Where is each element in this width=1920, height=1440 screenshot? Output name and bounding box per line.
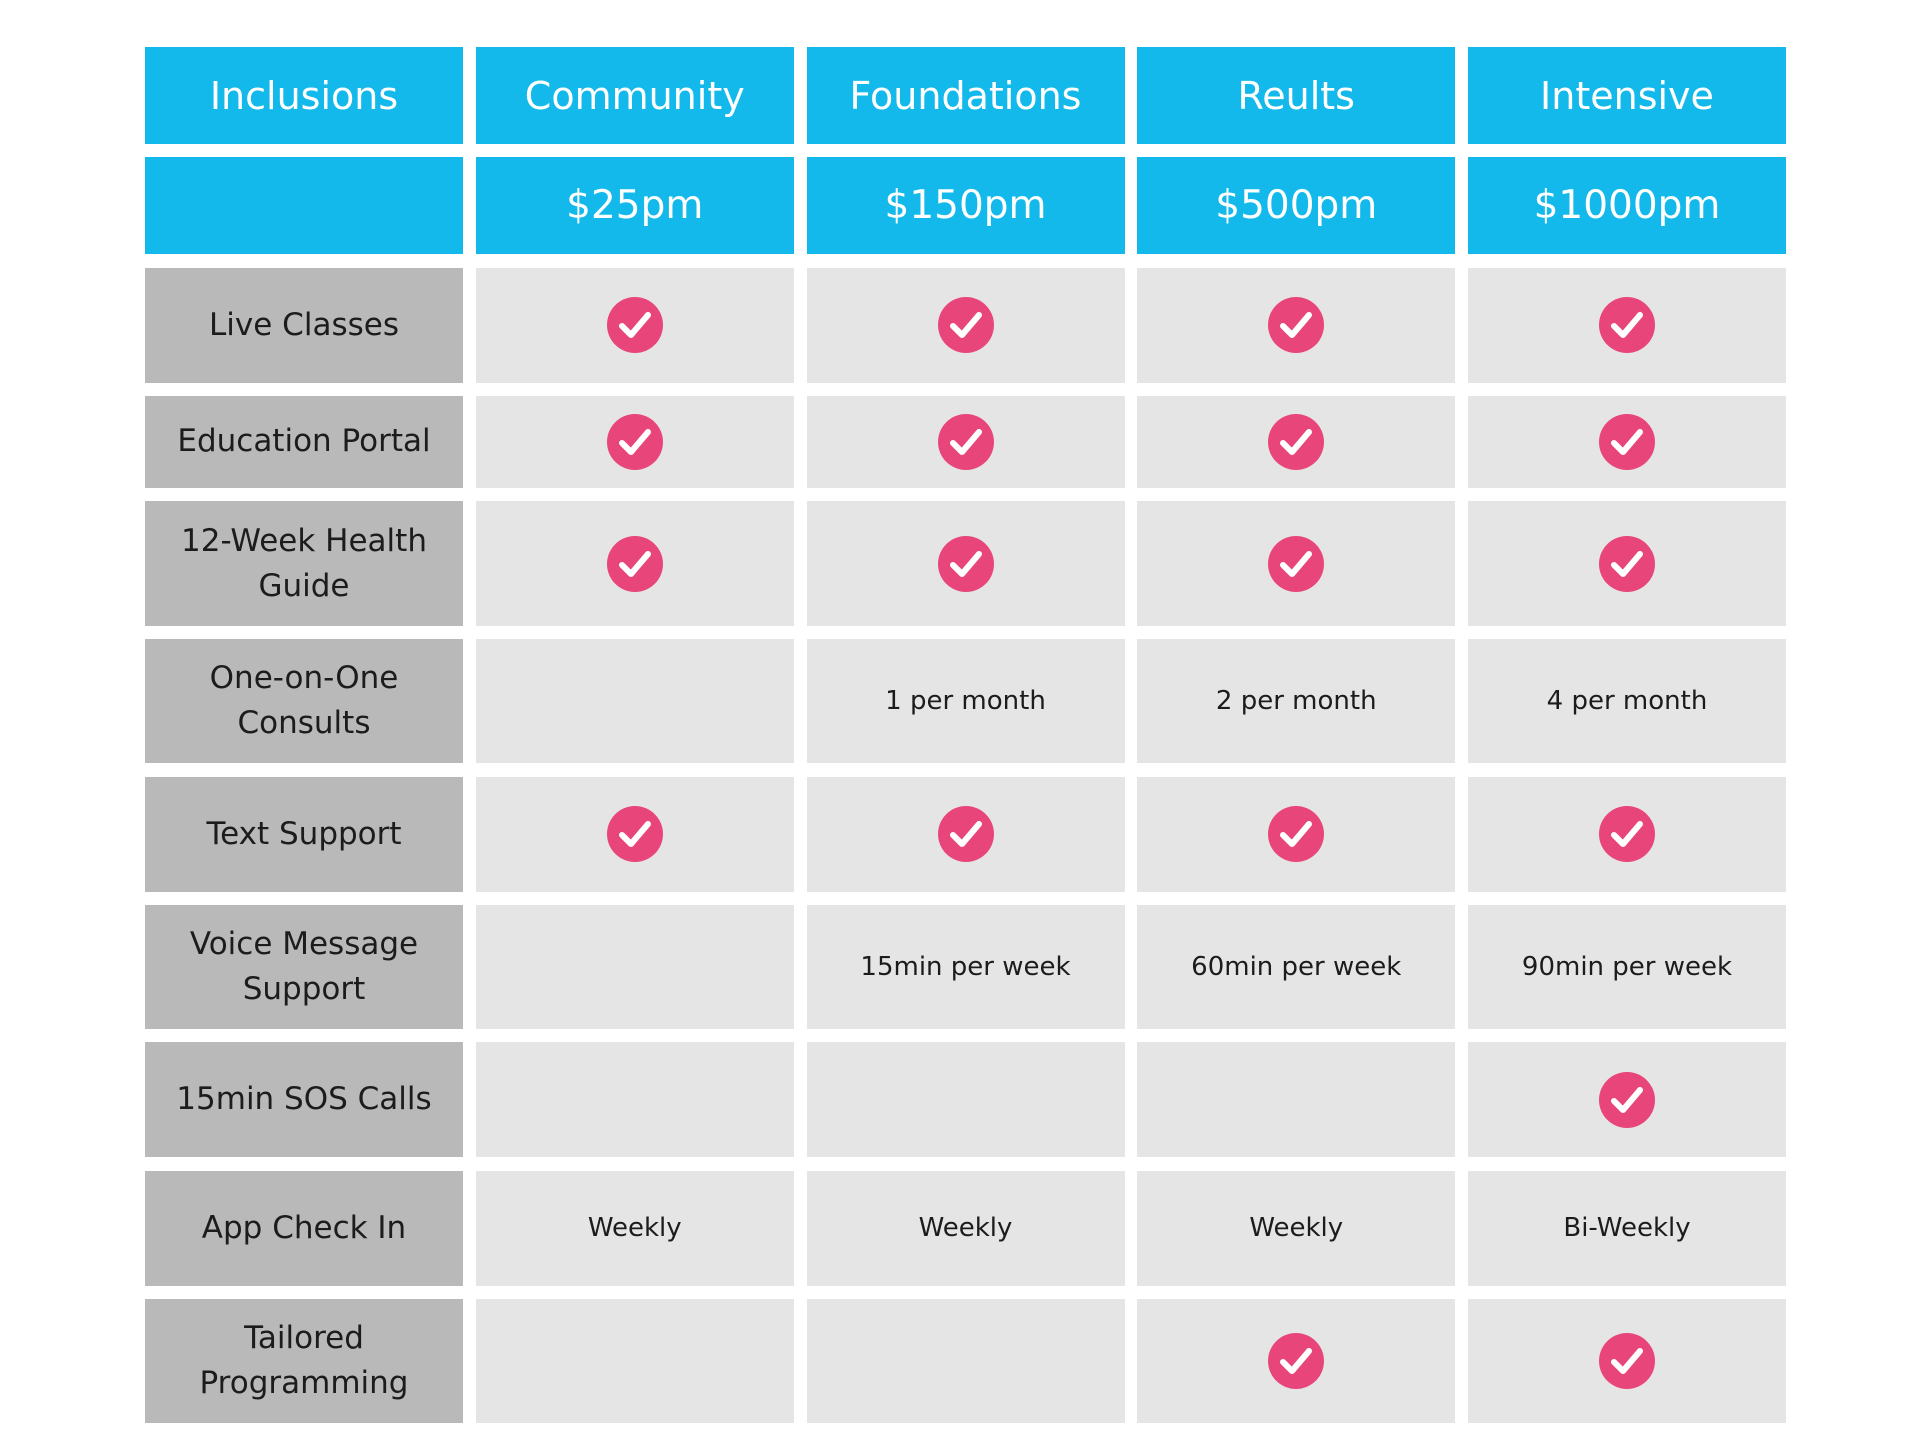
check-circle-icon (1599, 806, 1655, 863)
cell-reults (1137, 395, 1456, 488)
check-circle-icon (937, 413, 994, 470)
check-circle-icon (1268, 413, 1325, 470)
cell-community (475, 776, 794, 892)
check-circle-icon (1599, 413, 1655, 470)
cell-reults (1137, 501, 1456, 627)
row-label: Education Portal (145, 395, 463, 488)
price-community: $25pm (475, 157, 794, 255)
check-circle-icon (1599, 1071, 1655, 1128)
header-community: Community (475, 47, 794, 144)
row-label: Tailored Programming (145, 1298, 463, 1423)
cell-foundations: Weekly (806, 1170, 1125, 1286)
cell-intensive: 4 per month (1468, 639, 1786, 764)
check-circle-icon (606, 297, 663, 354)
check-circle-icon (606, 413, 663, 470)
cell-foundations (806, 1042, 1125, 1158)
cell-intensive (1468, 1042, 1786, 1158)
row-label: 12-Week Health Guide (145, 501, 463, 627)
cell-intensive (1468, 395, 1786, 488)
check-circle-icon (1268, 535, 1325, 592)
check-circle-icon (606, 535, 663, 592)
check-circle-icon (937, 535, 994, 592)
cell-foundations (806, 267, 1125, 383)
row-label: One-on-One Consults (145, 639, 463, 764)
cell-intensive: 90min per week (1468, 905, 1786, 1030)
cell-foundations (806, 1298, 1125, 1423)
check-circle-icon (1268, 806, 1325, 863)
cell-reults: 60min per week (1137, 905, 1456, 1030)
cell-intensive (1468, 501, 1786, 627)
check-circle-icon (1599, 297, 1655, 354)
cell-foundations (806, 776, 1125, 892)
check-circle-icon (937, 806, 994, 863)
row-label: Text Support (145, 776, 463, 892)
price-foundations: $150pm (806, 157, 1125, 255)
cell-community (475, 639, 794, 764)
row-label: 15min SOS Calls (145, 1042, 463, 1158)
price-intensive: $1000pm (1468, 157, 1786, 255)
cell-foundations: 1 per month (806, 639, 1125, 764)
header-inclusions: Inclusions (145, 47, 463, 144)
row-label: Live Classes (145, 267, 463, 383)
cell-foundations (806, 501, 1125, 627)
cell-foundations (806, 395, 1125, 488)
cell-community (475, 267, 794, 383)
cell-community (475, 905, 794, 1030)
price-blank (145, 157, 463, 255)
check-circle-icon (1599, 1332, 1655, 1389)
cell-intensive (1468, 776, 1786, 892)
check-circle-icon (1268, 1332, 1325, 1389)
row-label: Voice Message Support (145, 905, 463, 1030)
cell-community (475, 1042, 794, 1158)
cell-reults (1137, 1298, 1456, 1423)
cell-intensive (1468, 267, 1786, 383)
cell-intensive (1468, 1298, 1786, 1423)
cell-community (475, 501, 794, 627)
cell-foundations: 15min per week (806, 905, 1125, 1030)
check-circle-icon (606, 806, 663, 863)
cell-community (475, 1298, 794, 1423)
header-intensive: Intensive (1468, 47, 1786, 144)
cell-community (475, 395, 794, 488)
header-foundations: Foundations (806, 47, 1125, 144)
cell-intensive: Bi-Weekly (1468, 1170, 1786, 1286)
cell-reults: 2 per month (1137, 639, 1456, 764)
row-label: App Check In (145, 1170, 463, 1286)
cell-community: Weekly (475, 1170, 794, 1286)
check-circle-icon (1268, 297, 1325, 354)
cell-reults (1137, 776, 1456, 892)
price-reults: $500pm (1137, 157, 1456, 255)
cell-reults (1137, 267, 1456, 383)
check-circle-icon (1599, 535, 1655, 592)
check-circle-icon (937, 297, 994, 354)
cell-reults: Weekly (1137, 1170, 1456, 1286)
pricing-comparison-table: Inclusions Community Foundations Reults … (145, 47, 1786, 1423)
header-reults: Reults (1137, 47, 1456, 144)
cell-reults (1137, 1042, 1456, 1158)
